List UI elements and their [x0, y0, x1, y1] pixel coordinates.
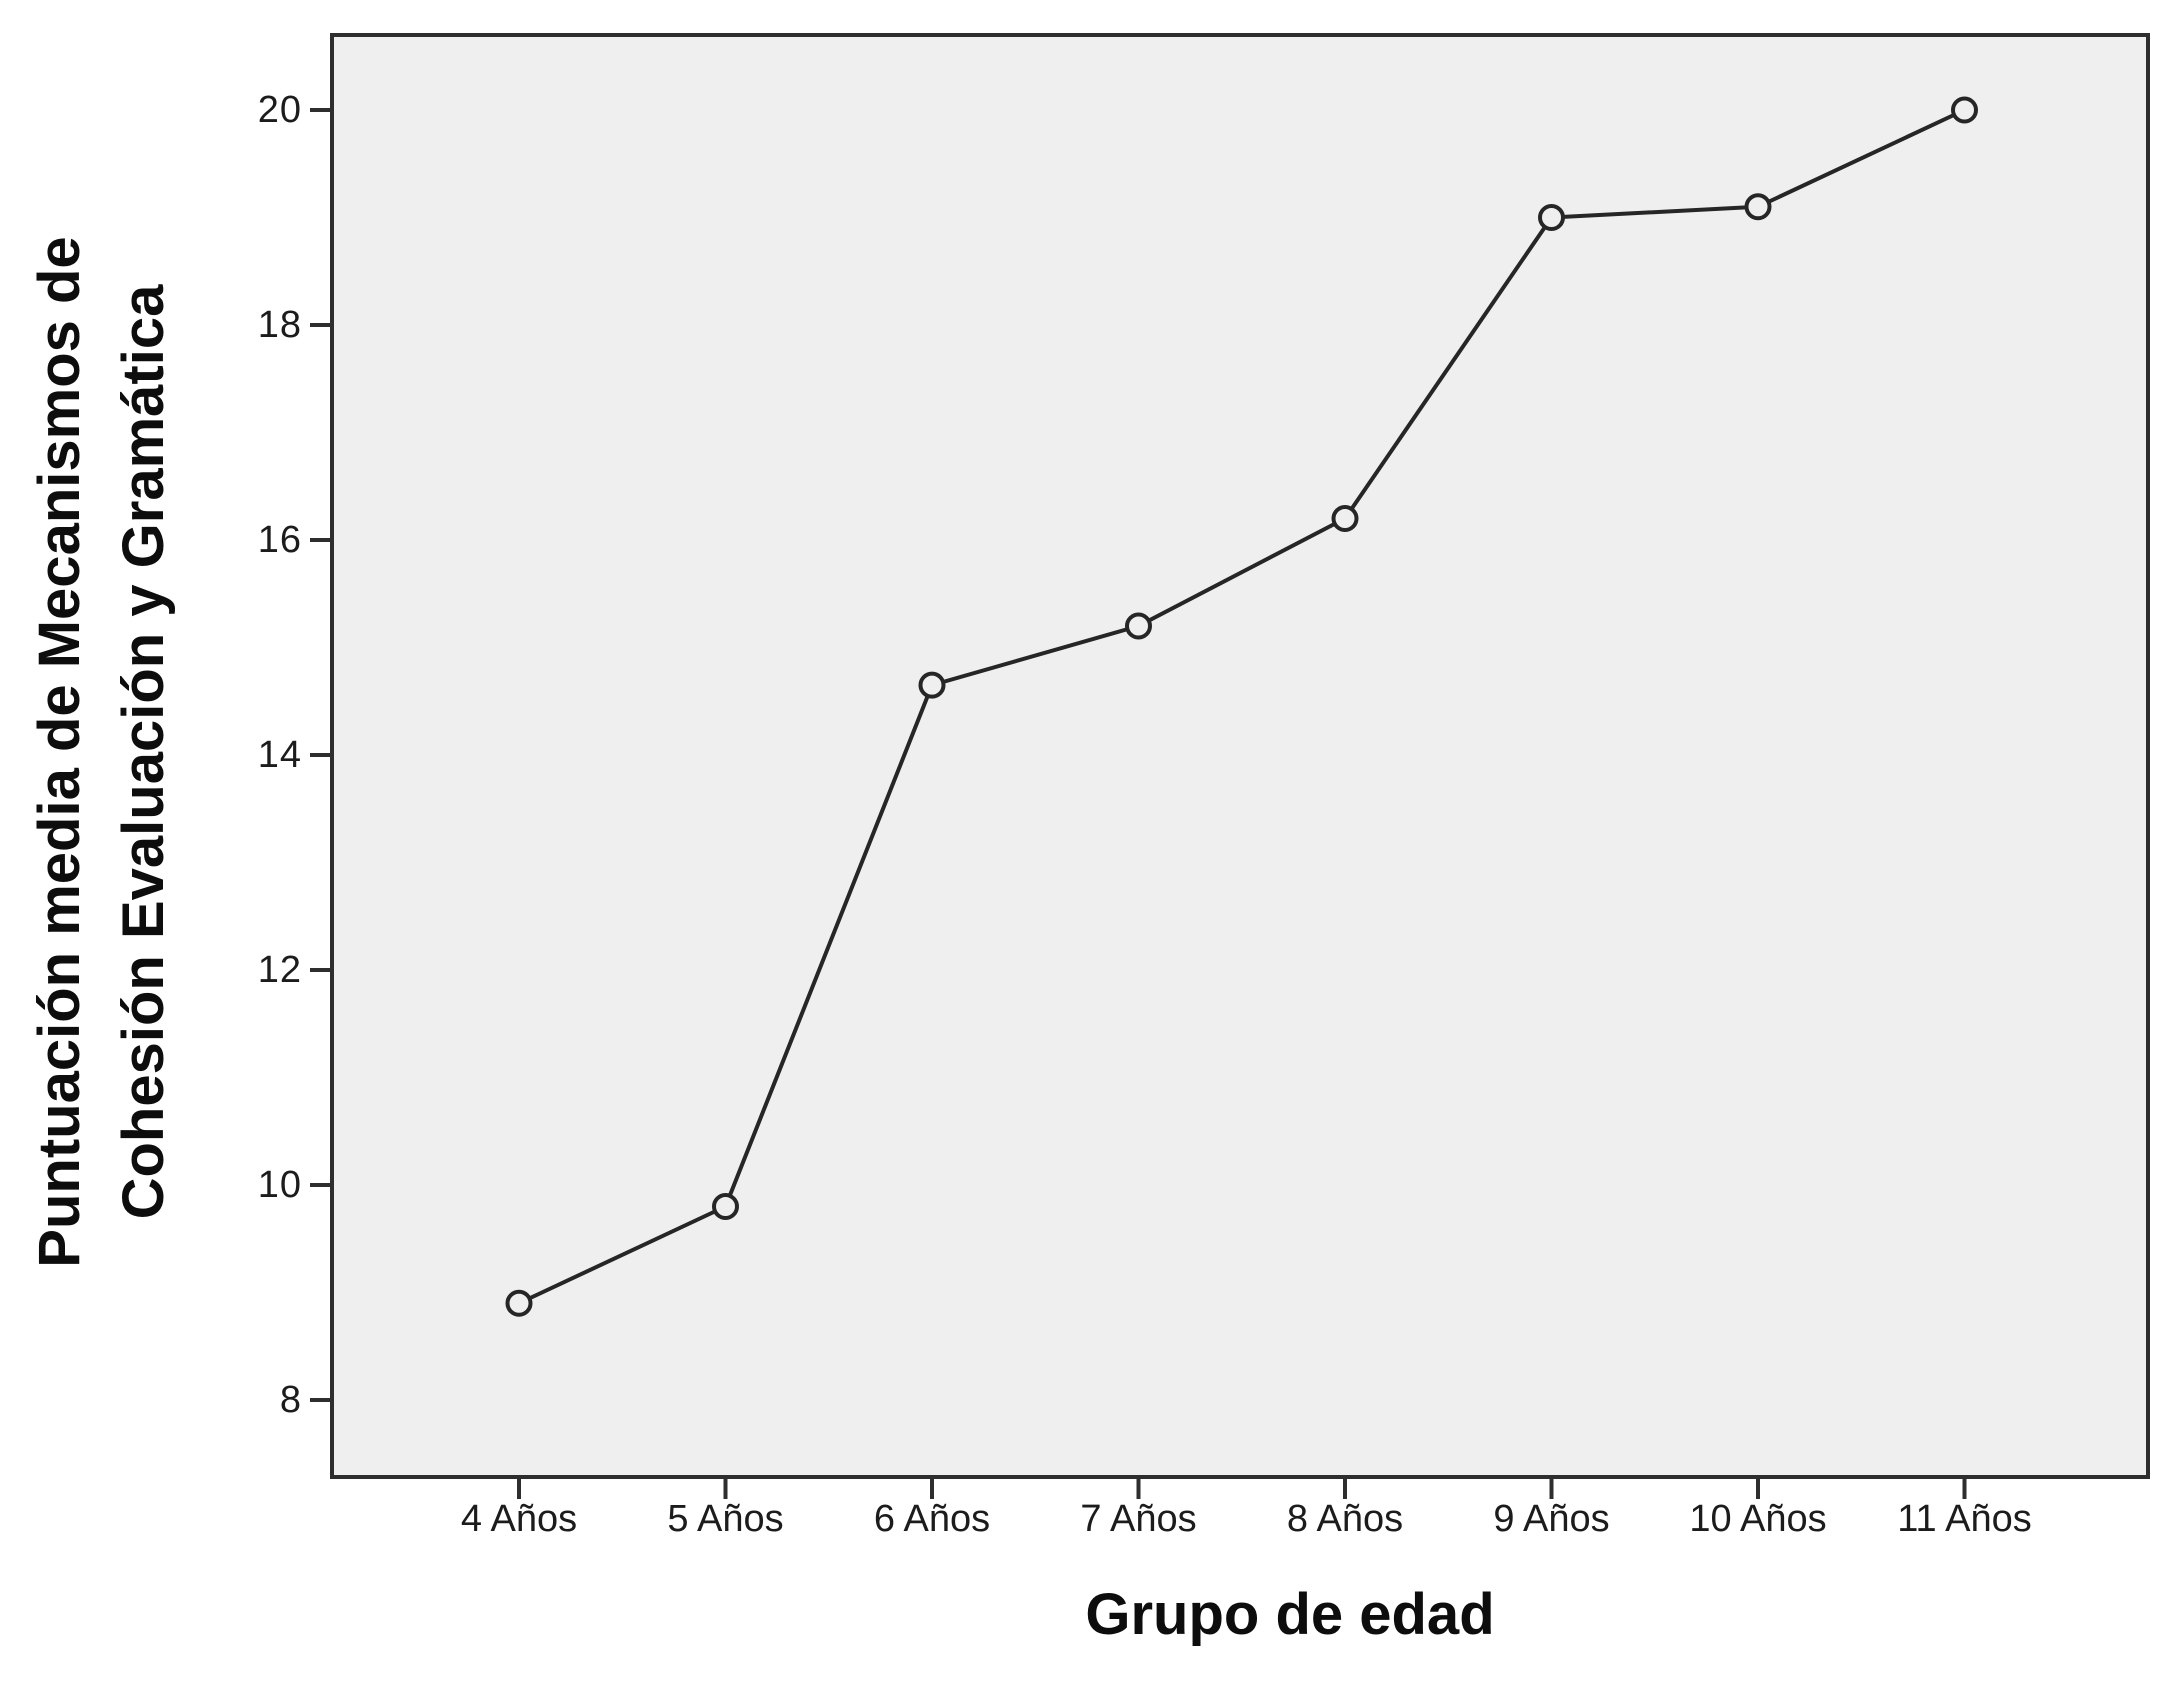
- x-tick-label: 10 Años: [1689, 1498, 1827, 1540]
- x-tick-label: 11 Años: [1897, 1498, 2032, 1540]
- x-tick-label: 6 Años: [873, 1498, 991, 1540]
- y-tick-label: 14: [257, 734, 302, 776]
- data-point-marker: [1951, 96, 1978, 124]
- y-axis-title-line1: Puntuación media de Mecanismos de: [27, 236, 92, 1268]
- data-point-marker: [1331, 505, 1359, 532]
- x-axis-title: Grupo de edad: [1085, 1582, 1495, 1647]
- y-tick-label: 20: [257, 89, 302, 131]
- y-tick-label: 8: [279, 1379, 302, 1421]
- series-line: [517, 108, 1967, 1306]
- data-point-marker: [1538, 204, 1565, 231]
- data-point-marker: [918, 671, 946, 699]
- y-axis-title-line2: Cohesión Evaluación y Gramática: [111, 284, 176, 1220]
- plot-area: [330, 33, 2150, 1479]
- data-point-marker: [1125, 612, 1152, 640]
- x-tick-label: 9 Años: [1493, 1498, 1610, 1540]
- y-tick-label: 18: [257, 304, 302, 346]
- y-tick-label: 16: [257, 519, 302, 561]
- y-tick-label: 10: [257, 1164, 302, 1206]
- data-point-marker: [712, 1193, 739, 1220]
- y-axis-title: Puntuación media de Mecanismos de Cohesi…: [18, 236, 186, 1267]
- x-tick-label: 5 Años: [667, 1498, 784, 1540]
- x-tick-label: 7 Años: [1080, 1498, 1197, 1540]
- data-point-marker: [1744, 193, 1772, 221]
- x-tick-label: 8 Años: [1286, 1498, 1404, 1540]
- y-tick-label: 12: [257, 949, 302, 991]
- data-point-marker: [505, 1289, 533, 1317]
- x-tick-label: 4 Años: [460, 1498, 578, 1540]
